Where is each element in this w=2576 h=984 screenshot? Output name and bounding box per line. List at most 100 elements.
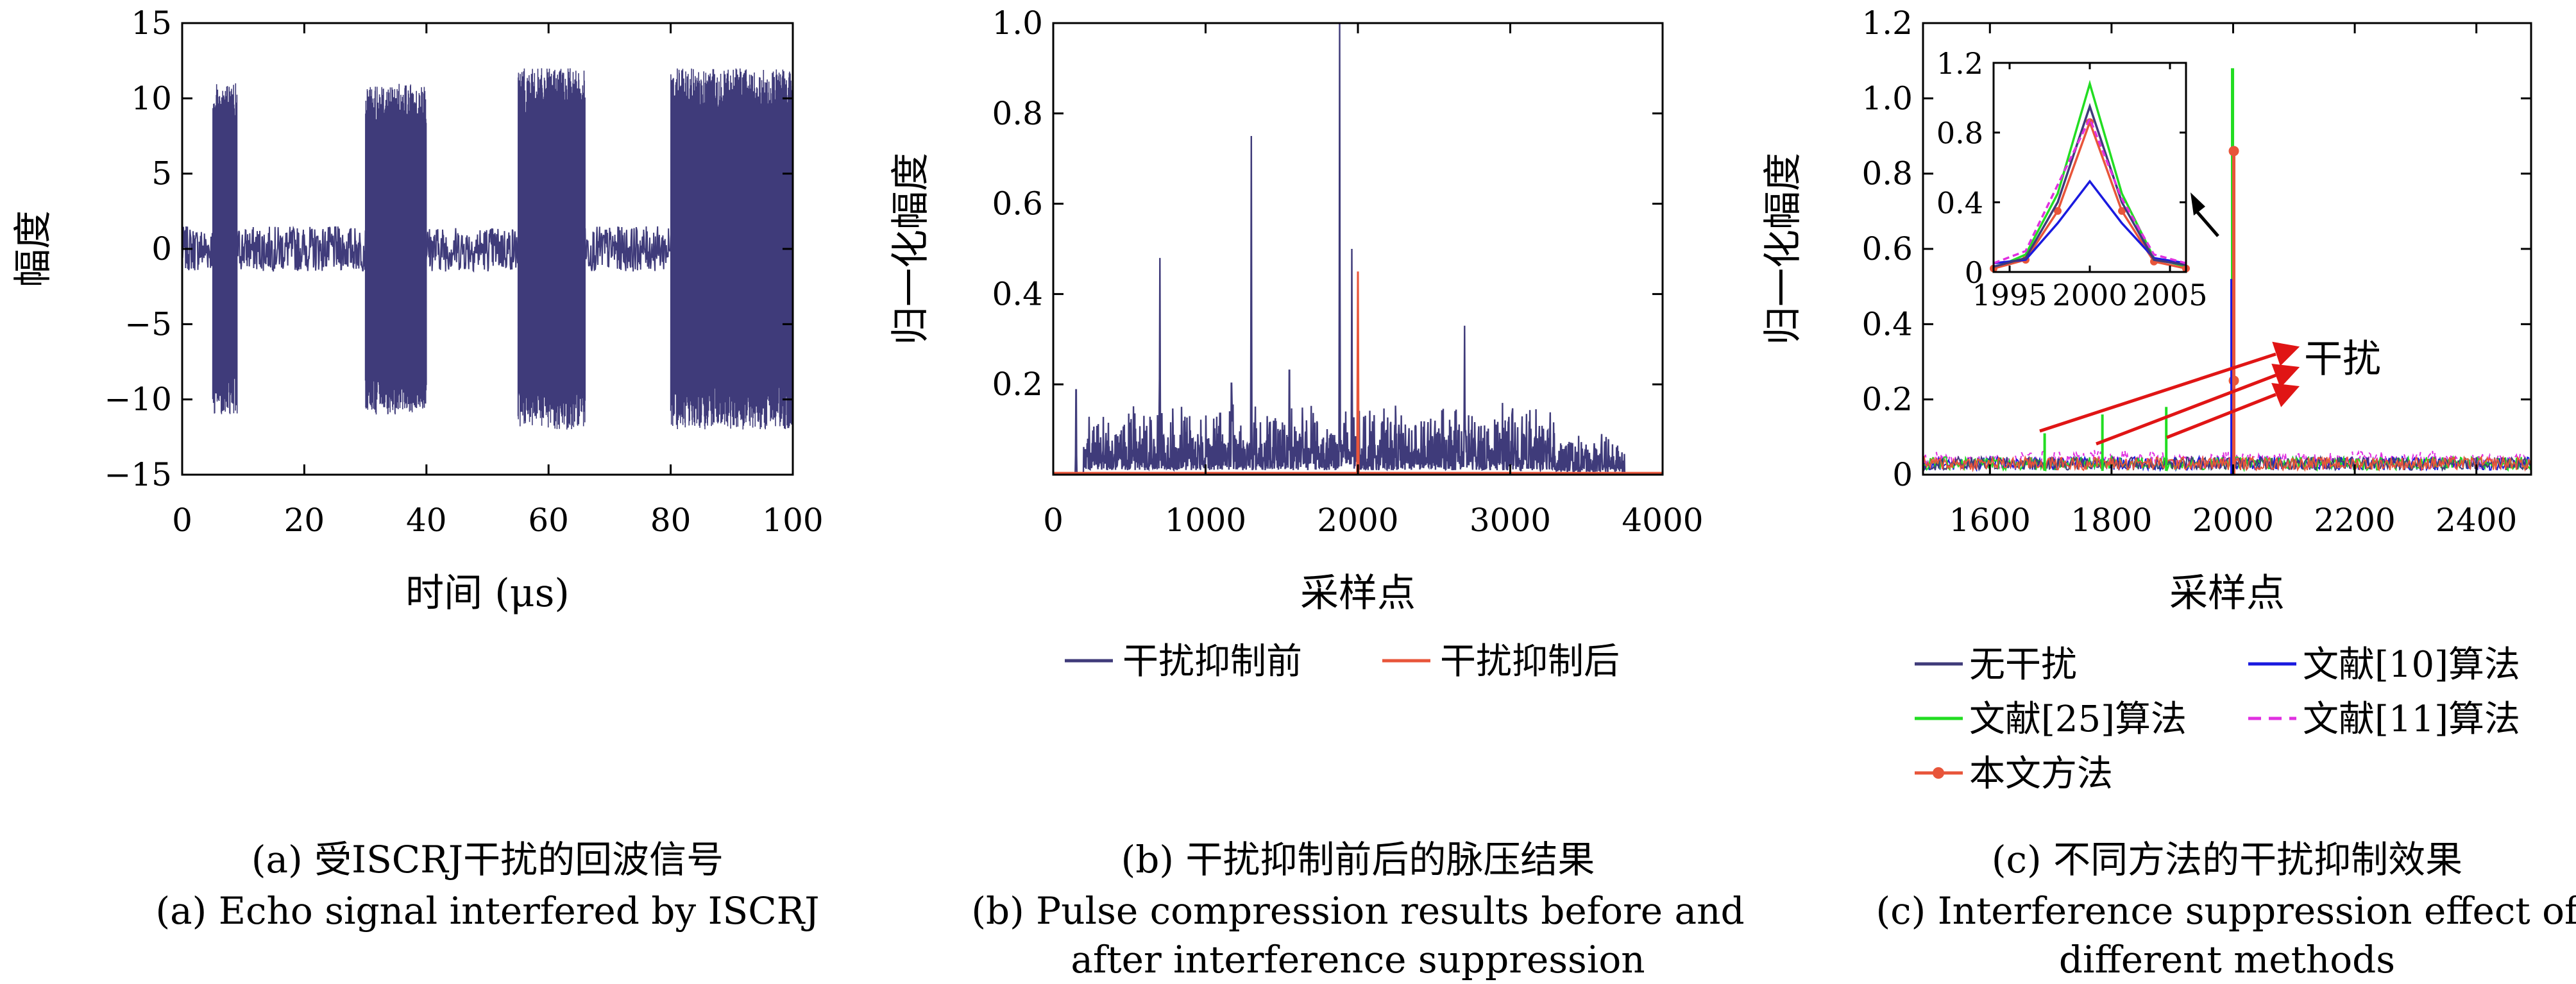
panel-a-ticks: 0 20 40 60 80 100 15 10 5 0 −5 −10 −15: [104, 4, 823, 539]
y-tick-label: 0.8: [1861, 155, 1913, 192]
panel-a-xlabel: 时间 (μs): [405, 571, 570, 616]
inset-series: [1990, 80, 2190, 273]
panel-c-legend: 无干扰 文献[10]算法 文献[25]算法 文献[11]算法 本文方法: [1915, 644, 2520, 795]
y-tick-label: 1.2: [1936, 46, 1983, 81]
arrow-1-head: [2272, 341, 2300, 366]
x-tick-label: 2400: [2436, 502, 2517, 539]
noise-ref11: [1922, 450, 2532, 470]
panel-c-caption-cn: (c) 不同方法的干扰抑制效果: [1992, 838, 2462, 881]
panel-b-caption-cn: (b) 干扰抑制前后的脉压结果: [1121, 838, 1595, 881]
y-tick-label: 0.2: [1861, 381, 1913, 418]
y-tick-label: 0: [1965, 255, 1983, 290]
panel-b-xlabel: 采样点: [1300, 571, 1416, 616]
y-tick-label: 0: [1892, 456, 1913, 493]
inset-ticks: 1995 2000 2005 1.2 0.8 0.4 0: [1936, 46, 2208, 312]
arrow-3-head: [2271, 383, 2300, 407]
x-tick-label: 2005: [2132, 278, 2207, 312]
x-tick-label: 0: [1043, 502, 1063, 539]
arrow-1: [2039, 352, 2276, 433]
y-tick-label: 0.4: [992, 275, 1043, 312]
panel-c-xlabel: 采样点: [2169, 571, 2285, 616]
peak-proposed-marker-2: [2228, 375, 2239, 386]
arrow-3: [2166, 393, 2276, 439]
x-tick-label: 2200: [2314, 502, 2395, 539]
panel-b: 0 1000 2000 3000 4000 1.0 0.8 0.6 0.4 0.2 归一化幅度 采…: [888, 4, 1745, 981]
panel-c-caption-en-1: (c) Interference suppression effect of: [1876, 889, 2576, 933]
y-tick-label: 0.4: [1861, 305, 1913, 343]
x-tick-label: 2000: [2192, 502, 2274, 539]
peak-proposed-marker: [2228, 146, 2239, 157]
panel-b-series: [1053, 22, 1663, 475]
y-tick-label: −5: [124, 305, 172, 343]
y-tick-label: −15: [104, 456, 172, 493]
panel-a-signal: [182, 68, 793, 430]
panel-b-caption-en-1: (b) Pulse compression results before and: [971, 889, 1744, 933]
x-tick-label: 80: [650, 502, 691, 539]
x-tick-label: 20: [284, 502, 325, 539]
jamming-segment-2: [364, 83, 427, 415]
panel-a-caption-cn: (a) 受ISCRJ干扰的回波信号: [251, 838, 724, 881]
panel-a-caption-en: (a) Echo signal interfered by ISCRJ: [155, 889, 819, 933]
inset-proposed-marker: [2118, 207, 2126, 215]
panel-b-ticks: 0 1000 2000 3000 4000 1.0 0.8 0.6 0.4 0.2: [992, 4, 1703, 539]
legend-label-ref25: 文献[25]算法: [1969, 699, 2187, 740]
panel-c-inset: 1995 2000 2005 1.2 0.8 0.4 0: [1936, 46, 2208, 312]
panel-b-caption-en-2: after interference suppression: [1071, 938, 1645, 981]
arrow-2: [2096, 373, 2276, 446]
inset-proposed-marker: [2054, 207, 2062, 215]
legend-label-proposed: 本文方法: [1969, 753, 2113, 795]
x-tick-label: 1800: [2071, 502, 2152, 539]
panel-b-ylabel: 归一化幅度: [888, 153, 933, 345]
panel-a-ylabel: 幅度: [11, 210, 56, 287]
x-tick-label: 3000: [1470, 502, 1551, 539]
y-tick-label: −10: [104, 381, 172, 418]
y-tick-label: 0.8: [992, 95, 1043, 132]
x-tick-label: 1000: [1165, 502, 1246, 539]
interference-arrows: [2039, 341, 2300, 446]
y-tick-label: 0: [151, 230, 172, 267]
interference-annotation: 干扰: [2304, 337, 2381, 382]
y-tick-label: 0.8: [1936, 116, 1983, 151]
panel-b-legend: 干扰抑制前 干扰抑制后: [1065, 641, 1620, 683]
y-tick-label: 1.2: [1861, 4, 1913, 42]
y-tick-label: 1.0: [1861, 80, 1913, 117]
x-tick-label: 100: [762, 502, 823, 539]
x-tick-label: 1600: [1949, 502, 2031, 539]
legend-label-ref11: 文献[11]算法: [2303, 699, 2520, 740]
noise-proposed: [1922, 455, 2532, 473]
legend-marker-proposed: [1933, 767, 1944, 779]
x-tick-label: 0: [172, 502, 192, 539]
inset-background: [1994, 63, 2186, 272]
legend-label-no-interference: 无干扰: [1969, 644, 2077, 686]
legend-label-before: 干扰抑制前: [1123, 641, 1302, 683]
y-tick-label: 0.2: [992, 366, 1043, 403]
jamming-segment-1: [212, 83, 238, 414]
x-tick-label: 1995: [1972, 278, 2047, 312]
legend-label-ref10: 文献[10]算法: [2303, 644, 2520, 686]
y-tick-label: 15: [131, 4, 172, 42]
panel-c-ticks: 1600 1800 2000 2200 2400 1.2 1.0 0.8 0.6 0.4 0.2 0: [1861, 4, 2531, 539]
inset-no-interference: [1993, 103, 2187, 268]
x-tick-label: 40: [406, 502, 447, 539]
y-tick-label: 5: [151, 155, 172, 192]
x-tick-label: 2000: [2052, 278, 2127, 312]
y-tick-label: 0.6: [992, 185, 1043, 223]
inset-ref11: [1993, 115, 2187, 265]
arrow-2-head: [2271, 364, 2300, 388]
series-after-suppression: [1053, 271, 1663, 474]
y-tick-label: 0.4: [1936, 185, 1983, 220]
x-tick-label: 4000: [1622, 502, 1703, 539]
jamming-segment-4: [670, 68, 793, 430]
panel-c: 1600 1800 2000 2200 24001.21.00.80.60.40.20 …: [1761, 4, 2576, 981]
jamming-segment-3: [517, 68, 586, 430]
inset-pointer-arrow: [2190, 192, 2219, 237]
x-tick-label: 2000: [1317, 502, 1398, 539]
panel-c-ylabel: 归一化幅度: [1761, 153, 1806, 345]
legend-label-after: 干扰抑制后: [1440, 641, 1620, 683]
x-tick-label: 60: [528, 502, 569, 539]
y-tick-label: 0.6: [1861, 230, 1913, 267]
y-tick-label: 1.0: [992, 4, 1043, 42]
panel-c-caption-en-2: different methods: [2059, 938, 2395, 981]
y-tick-label: 10: [131, 80, 172, 117]
